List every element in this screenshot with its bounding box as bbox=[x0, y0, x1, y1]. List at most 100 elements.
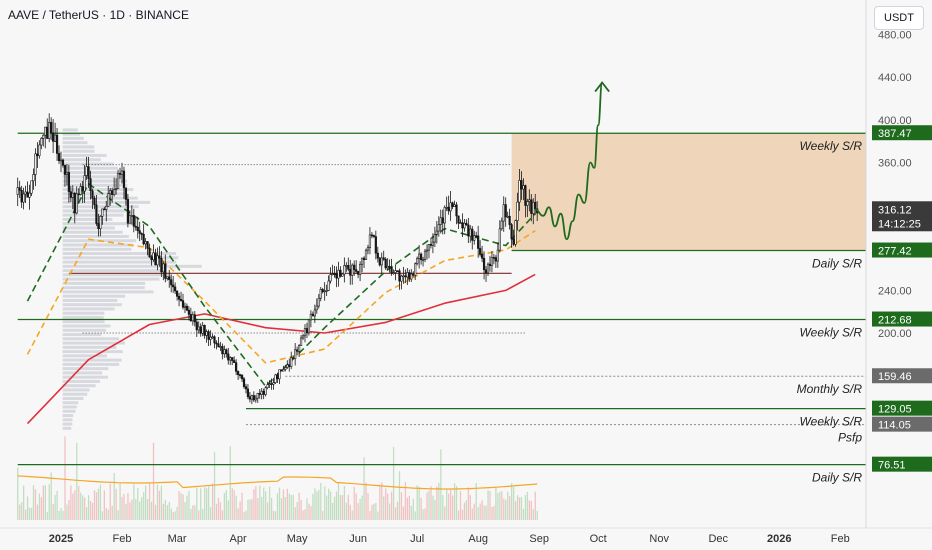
candle bbox=[53, 122, 57, 143]
candle bbox=[109, 187, 112, 206]
candle-body bbox=[292, 357, 295, 360]
volume-bar bbox=[198, 510, 200, 520]
candle-body bbox=[146, 241, 149, 249]
volume-bar bbox=[440, 449, 442, 520]
candle bbox=[99, 215, 102, 237]
candle-body bbox=[73, 192, 76, 214]
volume-bar bbox=[355, 493, 357, 520]
volume-bar bbox=[213, 451, 216, 520]
candle-body bbox=[69, 191, 72, 198]
candle bbox=[423, 248, 427, 263]
profile-bar bbox=[62, 426, 72, 430]
candle bbox=[429, 237, 433, 249]
candle-body bbox=[319, 289, 322, 299]
candle-body bbox=[514, 220, 517, 245]
level-value-1-bg bbox=[872, 242, 932, 258]
candle-body bbox=[166, 276, 169, 279]
volume-bar bbox=[389, 503, 391, 520]
candle bbox=[319, 286, 322, 302]
volume-bar bbox=[351, 510, 353, 520]
profile-bar bbox=[62, 234, 129, 238]
candle bbox=[48, 113, 51, 143]
candle-body bbox=[294, 349, 297, 360]
volume-bar bbox=[70, 485, 72, 520]
profile-bar bbox=[62, 281, 146, 285]
candle-body bbox=[246, 388, 250, 398]
candle-body bbox=[231, 357, 234, 361]
candle bbox=[502, 196, 505, 232]
level-caption-6: Daily S/R bbox=[812, 471, 862, 485]
profile-bar bbox=[62, 379, 100, 383]
volume-bar bbox=[123, 493, 125, 520]
candle-body bbox=[28, 192, 31, 198]
volume-bar bbox=[268, 486, 271, 520]
candle bbox=[166, 276, 169, 281]
time-tick-label: Feb bbox=[831, 533, 850, 545]
volume-bar bbox=[322, 510, 324, 520]
volume-bar bbox=[162, 503, 165, 520]
candle bbox=[40, 137, 43, 150]
candle-body bbox=[203, 324, 206, 336]
volume-bar bbox=[314, 488, 316, 520]
volume-bar bbox=[21, 502, 23, 520]
candle bbox=[105, 200, 108, 222]
candle bbox=[482, 251, 486, 280]
volume-bar bbox=[249, 499, 251, 520]
candle bbox=[199, 323, 202, 337]
candle bbox=[500, 217, 503, 231]
candle-body bbox=[301, 335, 305, 339]
volume-bar bbox=[505, 499, 507, 520]
candle bbox=[392, 269, 395, 275]
candle bbox=[504, 197, 507, 227]
volume-bar bbox=[471, 508, 473, 520]
volume-bar bbox=[390, 491, 393, 520]
volume-bar bbox=[237, 508, 239, 520]
candle bbox=[530, 194, 533, 222]
profile-bar bbox=[62, 396, 84, 400]
candle-body bbox=[95, 204, 98, 224]
candle-body bbox=[111, 190, 114, 195]
candle bbox=[301, 334, 305, 340]
candle bbox=[120, 162, 124, 184]
candle-body bbox=[61, 159, 65, 166]
candle bbox=[177, 292, 181, 307]
candle bbox=[211, 333, 214, 339]
volume-bar bbox=[310, 505, 312, 520]
volume-bar bbox=[345, 502, 348, 520]
volume-bar bbox=[432, 495, 434, 520]
candle-body bbox=[445, 206, 448, 209]
volume-bar bbox=[467, 487, 470, 520]
candle bbox=[305, 322, 309, 338]
price-axis: 520.00480.00440.00400.00360.00240.00200.… bbox=[865, 0, 932, 550]
volume-bar bbox=[312, 493, 314, 520]
volume-bar bbox=[318, 489, 320, 520]
candle bbox=[435, 220, 438, 244]
candle bbox=[451, 201, 454, 210]
volume-bar bbox=[184, 502, 186, 520]
currency-button[interactable]: USDT bbox=[874, 6, 924, 30]
candle-body bbox=[451, 202, 454, 207]
volume-bar bbox=[265, 491, 267, 520]
volume-bar bbox=[26, 496, 29, 520]
candle-body bbox=[63, 165, 67, 175]
candle-body bbox=[181, 300, 185, 308]
time-tick-label: Oct bbox=[590, 533, 607, 545]
candle bbox=[402, 266, 405, 284]
profile-bar bbox=[62, 320, 105, 324]
candle-body bbox=[419, 253, 423, 261]
candle-body bbox=[109, 190, 112, 194]
candle bbox=[358, 261, 362, 282]
candle bbox=[323, 282, 326, 301]
volume-bar bbox=[272, 510, 275, 520]
volume-bar bbox=[174, 511, 176, 520]
candle-body bbox=[402, 275, 405, 278]
candle bbox=[116, 169, 120, 190]
candle bbox=[331, 264, 334, 276]
volume-bar bbox=[233, 490, 235, 520]
level-value-6: 76.51 bbox=[878, 460, 906, 472]
candle bbox=[321, 287, 324, 294]
candle bbox=[52, 119, 55, 154]
candle bbox=[339, 266, 342, 278]
volume-bar bbox=[119, 482, 121, 520]
